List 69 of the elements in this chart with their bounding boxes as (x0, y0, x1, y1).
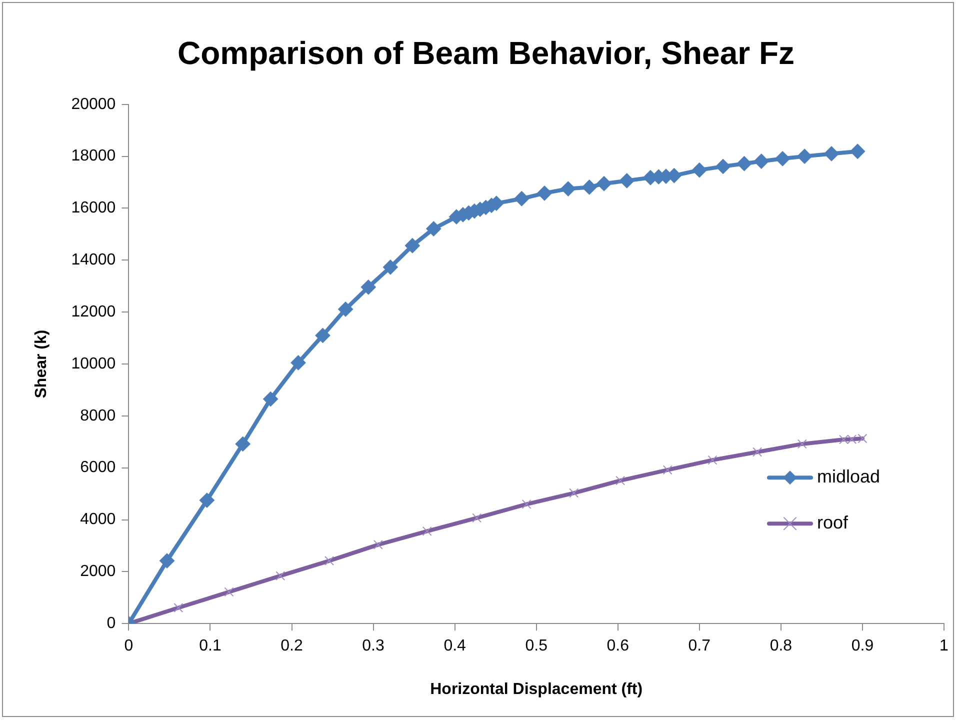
x-tick-label: 0 (124, 638, 134, 655)
point (360, 280, 376, 295)
point (514, 191, 530, 206)
point (582, 180, 597, 195)
legend-label: roof (817, 512, 850, 533)
point (754, 154, 769, 169)
x-tick-label: 0.2 (280, 638, 303, 655)
point (276, 571, 286, 581)
y-tick-label: 20000 (71, 96, 116, 113)
point (426, 221, 442, 236)
point (596, 176, 612, 192)
point (199, 492, 214, 508)
point (775, 151, 790, 166)
point (850, 144, 866, 159)
point (263, 392, 278, 407)
x-tick-label: 0.8 (770, 638, 792, 655)
point (619, 173, 634, 188)
x-tick-label: 0.3 (362, 638, 385, 655)
point (315, 328, 330, 343)
point (560, 181, 576, 196)
point (858, 434, 868, 444)
point (616, 476, 626, 486)
point (847, 434, 857, 444)
point (338, 302, 354, 317)
y-tick-label: 8000 (80, 407, 116, 424)
x-tick-label: 0.1 (199, 638, 222, 655)
x-axis-title: Horizontal Displacement (ft) (430, 680, 643, 698)
point (224, 587, 234, 597)
point (662, 465, 672, 475)
y-tick-label: 18000 (71, 148, 116, 165)
point (422, 526, 432, 536)
y-tick-label: 2000 (80, 563, 116, 580)
point (569, 488, 579, 498)
point (160, 553, 175, 568)
y-axis-title: Shear (k) (33, 330, 50, 398)
y-tick-label: 12000 (71, 303, 116, 320)
point (797, 148, 812, 164)
point (174, 603, 184, 613)
legend-label: midload (817, 466, 880, 487)
point (290, 355, 306, 370)
point (537, 186, 552, 201)
point (797, 439, 807, 449)
point (472, 513, 482, 523)
point (736, 156, 752, 172)
point (324, 556, 334, 566)
point (382, 260, 398, 275)
point (752, 447, 762, 457)
point (522, 499, 532, 509)
x-tick-label: 0.5 (525, 638, 548, 655)
x-tick-label: 0.4 (444, 638, 466, 655)
chart-title: Comparison of Beam Behavior, Shear Fz (177, 35, 795, 72)
point (716, 158, 731, 174)
point (235, 436, 250, 452)
point (824, 146, 839, 162)
x-tick-label: 0.9 (851, 638, 874, 655)
y-tick-label: 4000 (80, 511, 116, 528)
x-tick-label: 0.7 (688, 638, 711, 655)
point (373, 540, 383, 550)
point (692, 162, 707, 178)
point (404, 238, 420, 254)
y-tick-label: 14000 (71, 252, 116, 269)
point (838, 434, 848, 444)
x-tick-label: 0.6 (606, 638, 630, 655)
x-tick-label: 1 (940, 638, 949, 655)
y-tick-label: 6000 (80, 459, 116, 476)
y-tick-label: 16000 (71, 200, 116, 217)
y-tick-label: 10000 (71, 355, 116, 372)
y-tick-label: 0 (106, 615, 116, 632)
point (708, 455, 718, 465)
